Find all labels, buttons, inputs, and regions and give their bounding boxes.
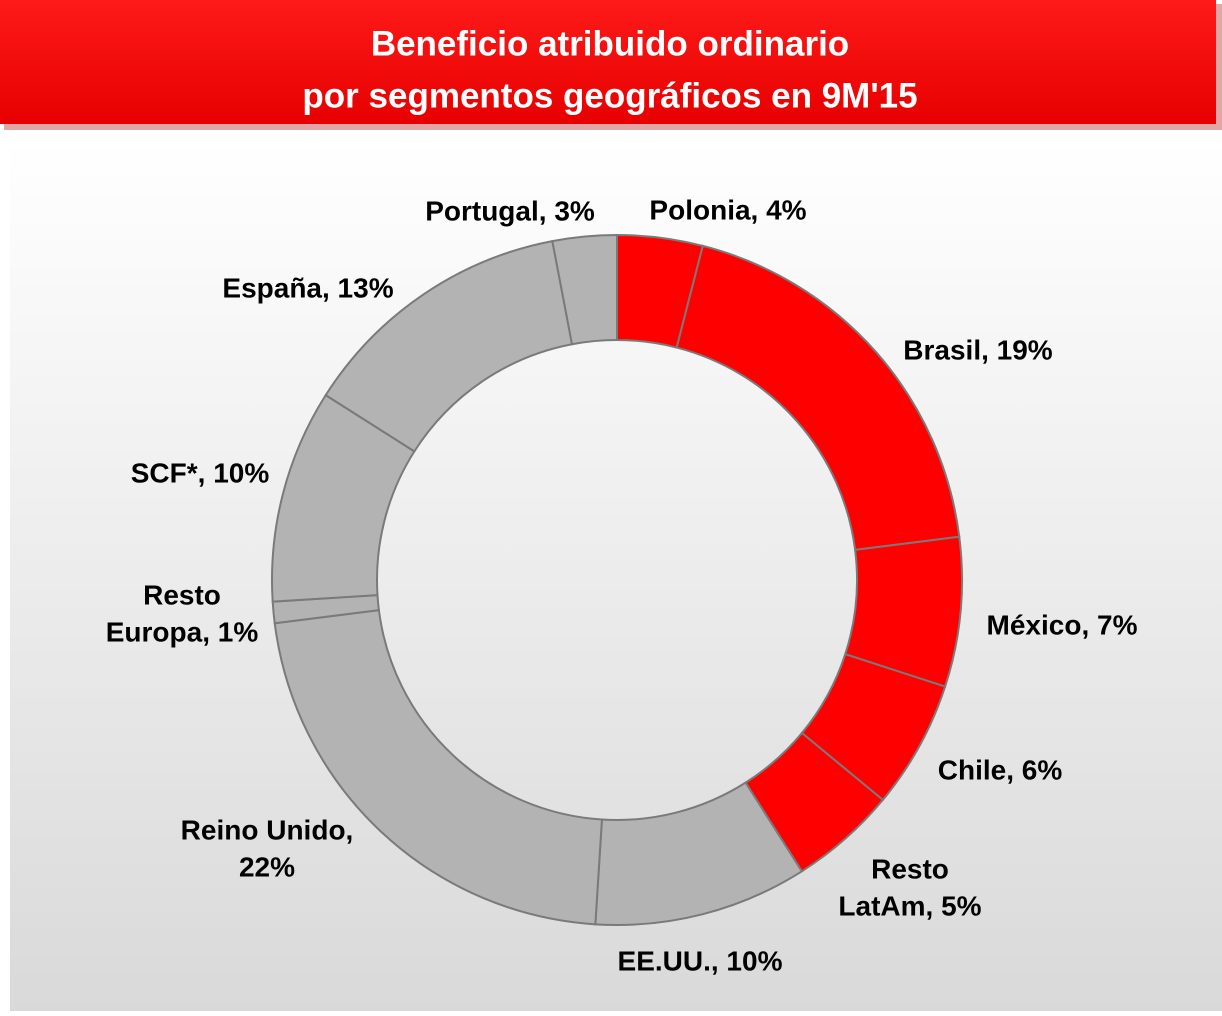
data-label: LatAm, 5% bbox=[838, 890, 981, 921]
data-label: EE.UU., 10% bbox=[618, 945, 783, 976]
donut-slice bbox=[551, 233, 618, 346]
data-label: Portugal, 3% bbox=[425, 195, 595, 226]
data-label: Reino Unido, bbox=[181, 814, 354, 845]
data-label: España, 13% bbox=[222, 272, 393, 303]
data-label: Brasil, 19% bbox=[903, 334, 1053, 365]
header bbox=[0, 0, 1216, 124]
chart-title: Beneficio atribuido ordinario bbox=[371, 24, 849, 63]
data-label: Polonia, 4% bbox=[649, 194, 806, 225]
data-label: Chile, 6% bbox=[938, 754, 1063, 785]
data-label: Europa, 1% bbox=[106, 616, 259, 647]
chart-title: por segmentos geográficos en 9M'15 bbox=[302, 76, 917, 115]
donut-slice bbox=[273, 608, 603, 926]
data-label: Resto bbox=[871, 853, 949, 884]
data-label: México, 7% bbox=[987, 609, 1138, 640]
data-label: Resto bbox=[143, 579, 221, 610]
data-label: 22% bbox=[239, 851, 295, 882]
data-label: SCF*, 10% bbox=[131, 457, 270, 488]
